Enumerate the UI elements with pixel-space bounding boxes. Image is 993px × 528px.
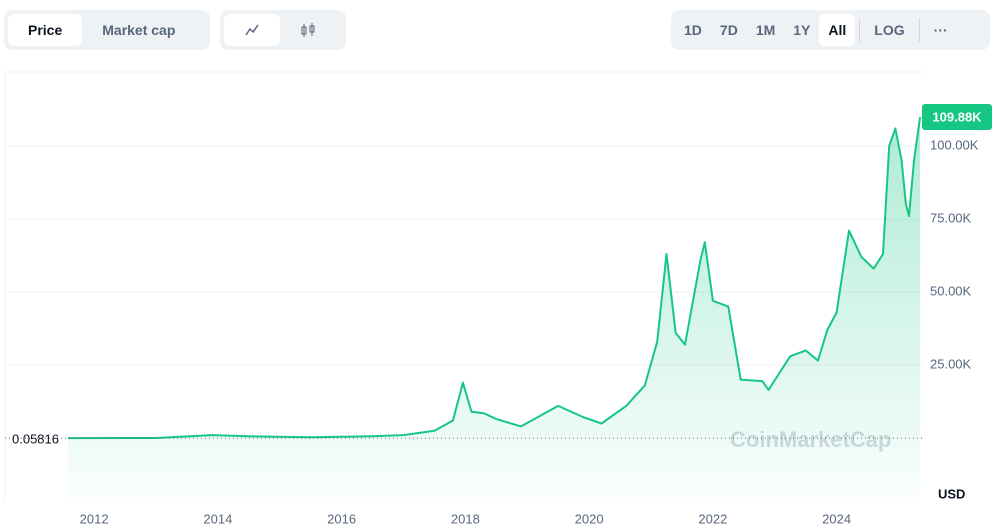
tab[interactable]: Market cap — [102, 22, 176, 38]
x-tick-label: 2016 — [327, 511, 356, 526]
y-tick-label: 50.00K — [930, 283, 972, 298]
separator — [859, 18, 861, 42]
price-area — [68, 117, 921, 500]
icon — [245, 24, 259, 36]
icon — [301, 23, 315, 37]
range[interactable]: All — [819, 14, 856, 46]
y-tick-label: 25.00K — [930, 356, 972, 371]
tab-group: Price Market cap — [4, 10, 210, 50]
line-icon[interactable] — [224, 14, 280, 46]
x-tick-label: 2022 — [698, 511, 727, 526]
x-tick-label: 2012 — [80, 511, 109, 526]
log-toggle[interactable]: LOG — [874, 22, 905, 38]
x-tick-label: 2014 — [203, 511, 232, 526]
more[interactable]: ··· — [933, 22, 948, 38]
y-tick-label: 100.00K — [930, 137, 979, 152]
x-tick-label: 2018 — [451, 511, 480, 526]
start-price-label: 0.05816 — [12, 432, 59, 447]
range[interactable]: 1M — [755, 22, 776, 38]
candle-icon[interactable] — [280, 14, 336, 46]
x-tick-label: 2020 — [575, 511, 604, 526]
x-tick-label: 2024 — [822, 511, 851, 526]
chart-style-group — [220, 10, 346, 50]
price-line — [68, 116, 922, 440]
price-badge-label: 109.88K — [932, 109, 982, 124]
range[interactable]: 1D — [684, 22, 702, 38]
watermark: CoinMarketCap — [730, 427, 891, 452]
range-group: 1D 7D 1M 1Y All LOG ··· — [671, 10, 990, 50]
tab[interactable]: Price — [8, 14, 83, 46]
range[interactable]: 1Y — [793, 22, 811, 38]
range[interactable]: 7D — [719, 22, 738, 38]
y-tick-label: 75.00K — [930, 210, 972, 225]
currency-label: USD — [938, 486, 965, 501]
separator — [918, 18, 920, 42]
price-badge — [922, 104, 992, 131]
